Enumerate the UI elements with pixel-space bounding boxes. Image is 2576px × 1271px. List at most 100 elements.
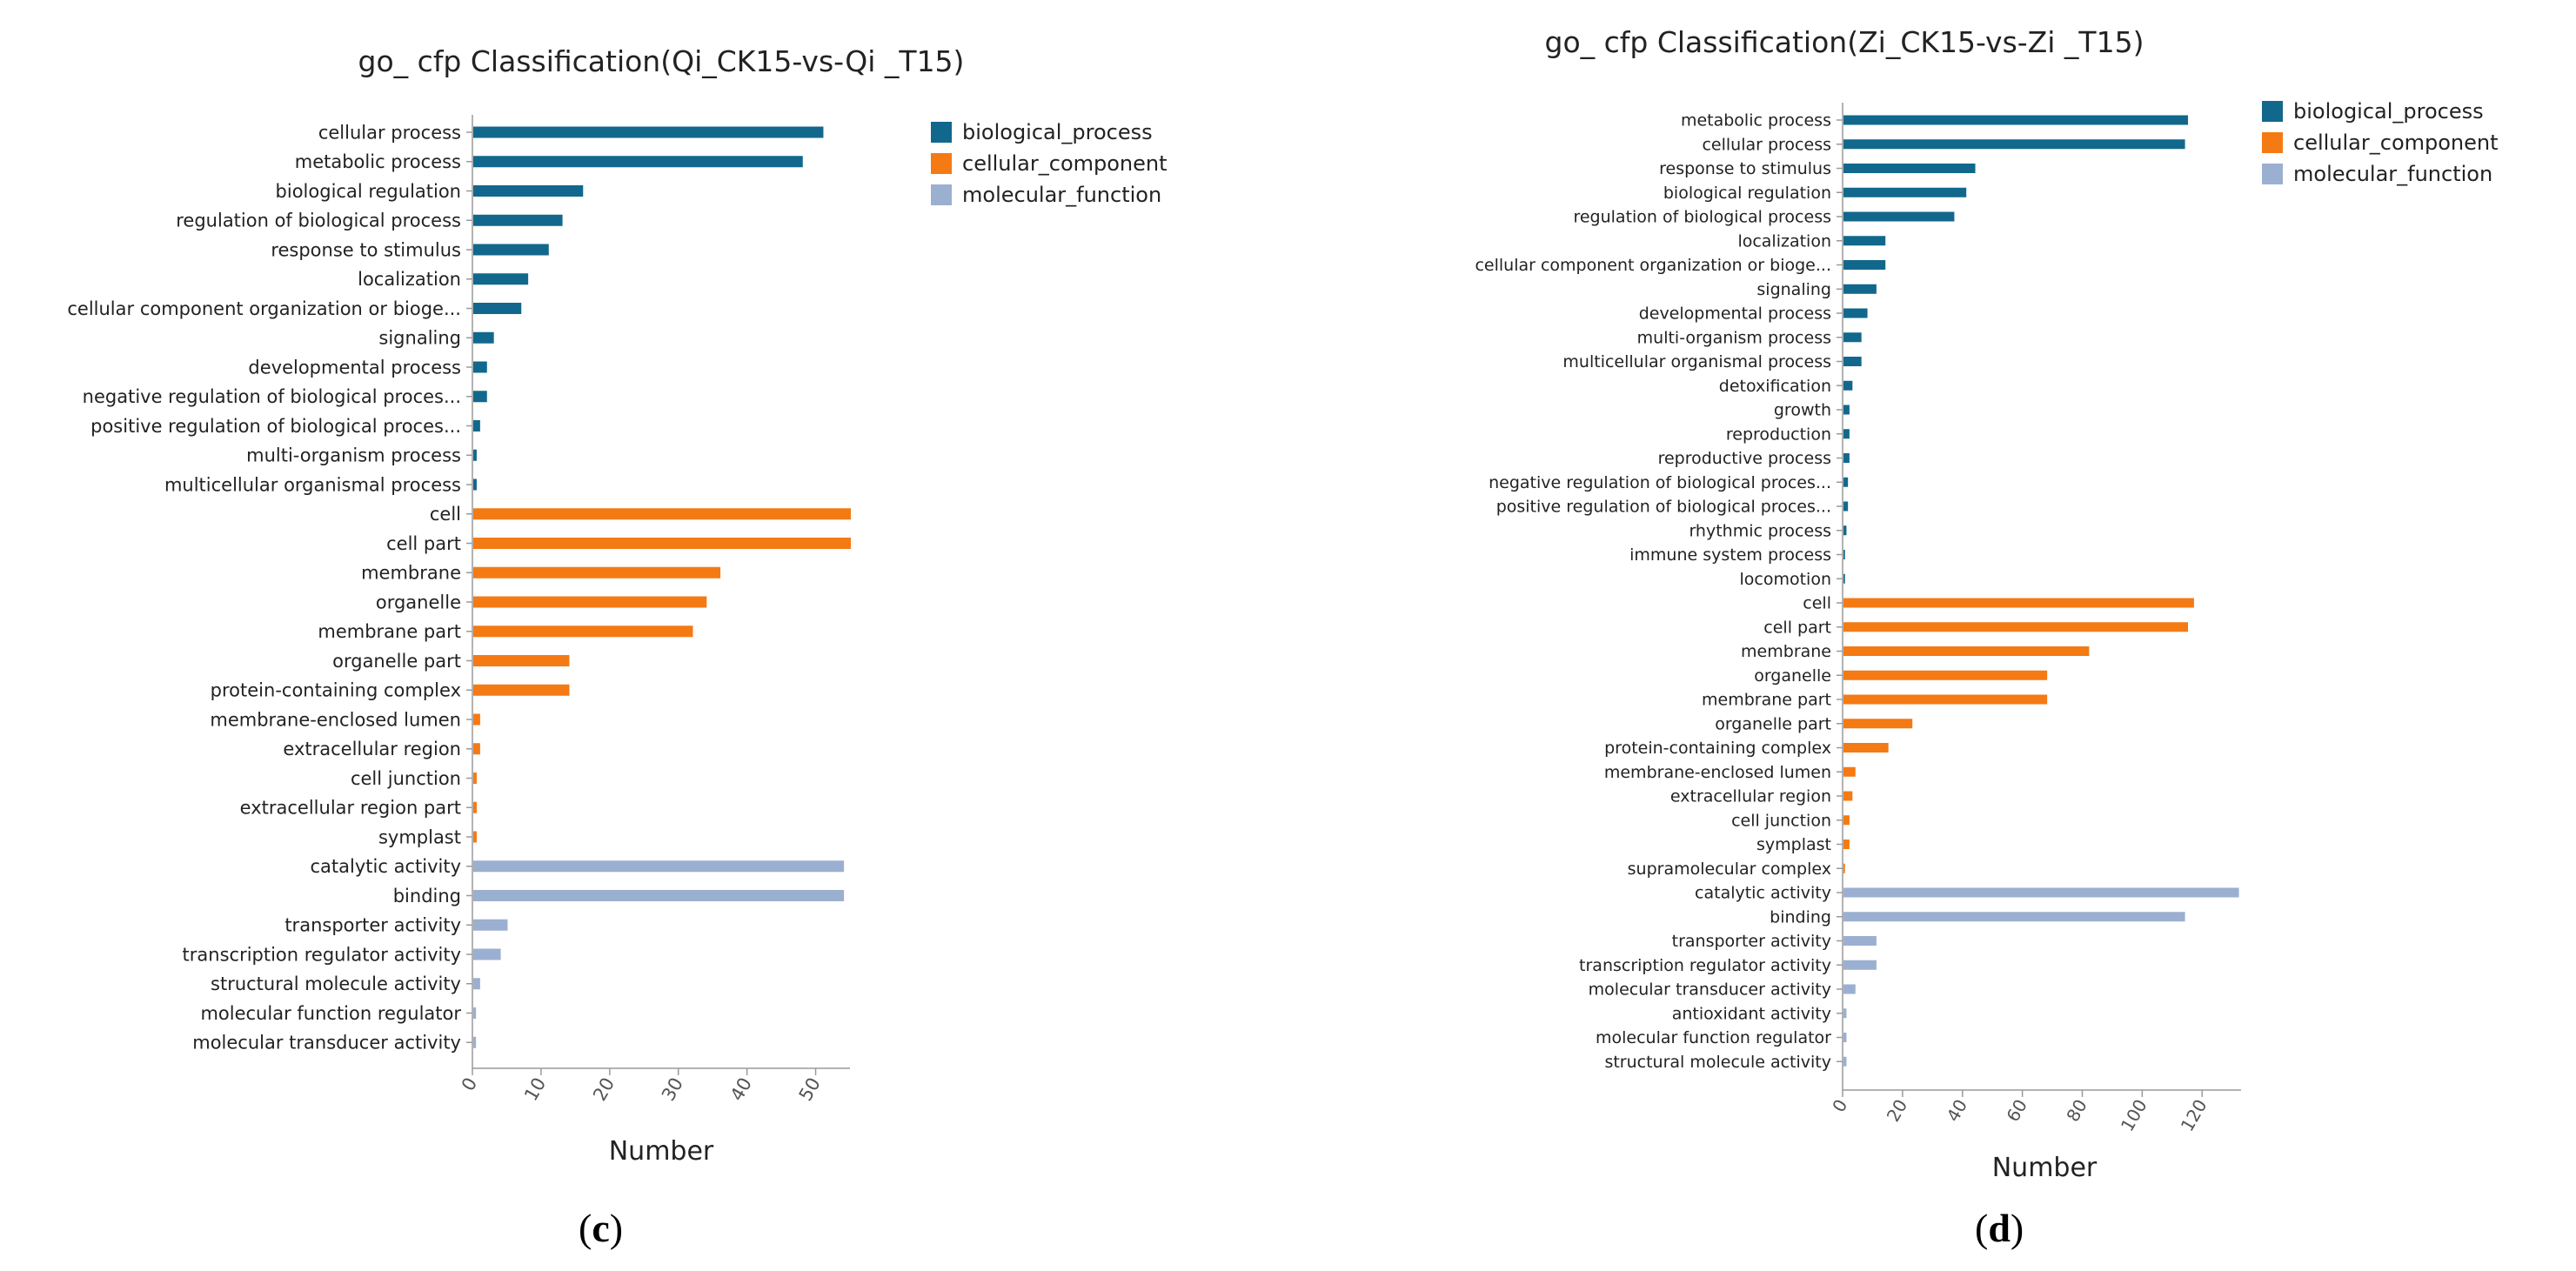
bar-row: transporter activity bbox=[1672, 932, 1877, 951]
category-label: membrane part bbox=[318, 621, 461, 642]
bar-molecular-function bbox=[1843, 936, 1877, 946]
bar-row: developmental process bbox=[1639, 304, 1868, 324]
bar-cellular-component bbox=[1843, 622, 2189, 632]
legend: biological_process cellular_componentmole… bbox=[2262, 99, 2499, 186]
bar-row: developmental process bbox=[248, 357, 487, 378]
x-tick-label: 40 bbox=[1943, 1096, 1972, 1126]
legend-label: molecular_function bbox=[2293, 162, 2492, 186]
bar-cellular-component bbox=[1843, 646, 2090, 656]
bar-row: reproductive process bbox=[1658, 449, 1850, 468]
category-label: signaling bbox=[378, 328, 461, 349]
x-tick-label: 120 bbox=[2177, 1096, 2211, 1135]
category-label: regulation of biological process bbox=[176, 211, 461, 231]
bar-row: transcription regulator activity bbox=[1579, 956, 1877, 975]
legend-swatch-molecular-function bbox=[931, 184, 952, 205]
category-label: membrane bbox=[1741, 642, 1831, 661]
bar-biological-process bbox=[473, 303, 522, 314]
bar-molecular-function bbox=[473, 919, 508, 931]
legend-swatch-molecular-function bbox=[2262, 164, 2283, 184]
legend-label: biological_process bbox=[962, 120, 1153, 144]
category-label: transcription regulator activity bbox=[1579, 956, 1831, 975]
bar-biological-process bbox=[473, 478, 477, 491]
category-label: biological regulation bbox=[276, 181, 461, 202]
bar-cellular-component bbox=[473, 801, 477, 813]
category-label: detoxification bbox=[1719, 377, 1831, 396]
bar-row: localization bbox=[1737, 231, 1886, 251]
category-label: molecular transducer activity bbox=[192, 1033, 461, 1054]
bar-row: extracellular region part bbox=[240, 798, 477, 819]
bar-biological-process bbox=[1843, 573, 1845, 584]
bar-biological-process bbox=[473, 126, 824, 138]
bar-cellular-component bbox=[473, 831, 477, 843]
bar-row: molecular transducer activity bbox=[192, 1033, 477, 1054]
bar-row: membrane bbox=[361, 563, 721, 584]
bar-cellular-component bbox=[473, 684, 570, 696]
bar-row: signaling bbox=[378, 328, 494, 349]
category-label: organelle bbox=[1754, 666, 1831, 686]
bar-row: membrane-enclosed lumen bbox=[210, 709, 480, 730]
category-label: localization bbox=[358, 269, 461, 290]
bar-molecular-function bbox=[473, 1036, 477, 1048]
bar-biological-process bbox=[473, 361, 487, 373]
bar-row: response to stimulus bbox=[1659, 159, 1976, 178]
category-label: structural molecule activity bbox=[1604, 1053, 1831, 1072]
chart-title: go_ cfp Classification(Qi_CK15-vs-Qi _T1… bbox=[358, 44, 965, 78]
category-label: multicellular organismal process bbox=[164, 474, 461, 495]
bar-molecular-function bbox=[473, 1007, 477, 1019]
category-label: cellular component organization or bioge… bbox=[67, 298, 461, 319]
bar-row: membrane bbox=[1741, 642, 2090, 661]
bar-cellular-component bbox=[1843, 694, 2048, 705]
bar-row: organelle bbox=[376, 592, 707, 612]
chart-panel-c: go_ cfp Classification(Qi_CK15-vs-Qi _T1… bbox=[0, 0, 1288, 1267]
bar-molecular-function bbox=[1843, 1033, 1847, 1042]
bar-row: regulation of biological process bbox=[1573, 208, 1955, 227]
category-label: membrane-enclosed lumen bbox=[1604, 763, 1831, 782]
category-label: symplast bbox=[378, 826, 461, 847]
caption-c-open: ( bbox=[579, 1206, 592, 1250]
category-label: catalytic activity bbox=[311, 856, 461, 877]
category-label: catalytic activity bbox=[1695, 884, 1831, 903]
bar-row: biological regulation bbox=[276, 181, 584, 202]
bar-row: molecular transducer activity bbox=[1589, 980, 1856, 1000]
bar-cellular-component bbox=[1843, 743, 1889, 753]
bar-row: organelle bbox=[1754, 666, 2048, 686]
bar-biological-process bbox=[1843, 115, 2189, 125]
category-label: molecular function regulator bbox=[200, 1003, 461, 1024]
x-tick-label: 20 bbox=[1883, 1096, 1912, 1126]
caption-d: (d) bbox=[1975, 1205, 2024, 1251]
bar-row: cellular process bbox=[318, 122, 824, 143]
bar-cellular-component bbox=[473, 566, 721, 579]
bar-molecular-function bbox=[1843, 1008, 1847, 1019]
bar-row: positive regulation of biological proces… bbox=[90, 416, 480, 437]
category-label: multi-organism process bbox=[1637, 328, 1831, 347]
bar-biological-process bbox=[473, 185, 584, 197]
legend-swatch-cellular-component bbox=[2262, 132, 2283, 153]
x-tick-label: 0 bbox=[458, 1074, 481, 1095]
bar-row: multi-organism process bbox=[1637, 328, 1862, 347]
legend-swatch-cellular-component bbox=[931, 153, 952, 174]
bar-cellular-component bbox=[473, 655, 570, 666]
category-label: cellular component organization or bioge… bbox=[1475, 256, 1831, 275]
x-tick-label: 10 bbox=[520, 1074, 550, 1105]
category-label: negative regulation of biological proces… bbox=[83, 386, 461, 407]
bar-row: supramolecular complex bbox=[1628, 860, 1845, 879]
bar-row: cellular component organization or bioge… bbox=[67, 298, 522, 319]
category-label: metabolic process bbox=[1681, 111, 1831, 130]
category-label: regulation of biological process bbox=[1573, 208, 1831, 227]
category-label: organelle part bbox=[332, 651, 461, 672]
category-label: binding bbox=[393, 886, 461, 906]
chart-panel-d: go_ cfp Classification(Zi_CK15-vs-Zi _T1… bbox=[1288, 0, 2576, 1267]
bar-row: protein-containing complex bbox=[211, 680, 570, 701]
bar-biological-process bbox=[1843, 525, 1847, 536]
bar-row: transporter activity bbox=[284, 915, 508, 936]
bar-molecular-function bbox=[1843, 1056, 1847, 1067]
bar-row: binding bbox=[1770, 907, 2185, 926]
bar-biological-process bbox=[473, 244, 549, 256]
bar-row: structural molecule activity bbox=[211, 973, 480, 994]
bar-row: cellular process bbox=[1702, 135, 2185, 154]
bar-row: positive regulation of biological proces… bbox=[1496, 498, 1849, 517]
bar-row: cell part bbox=[386, 533, 851, 554]
category-label: cell part bbox=[1763, 618, 1831, 637]
category-label: response to stimulus bbox=[271, 239, 461, 260]
category-label: biological regulation bbox=[1663, 184, 1831, 203]
